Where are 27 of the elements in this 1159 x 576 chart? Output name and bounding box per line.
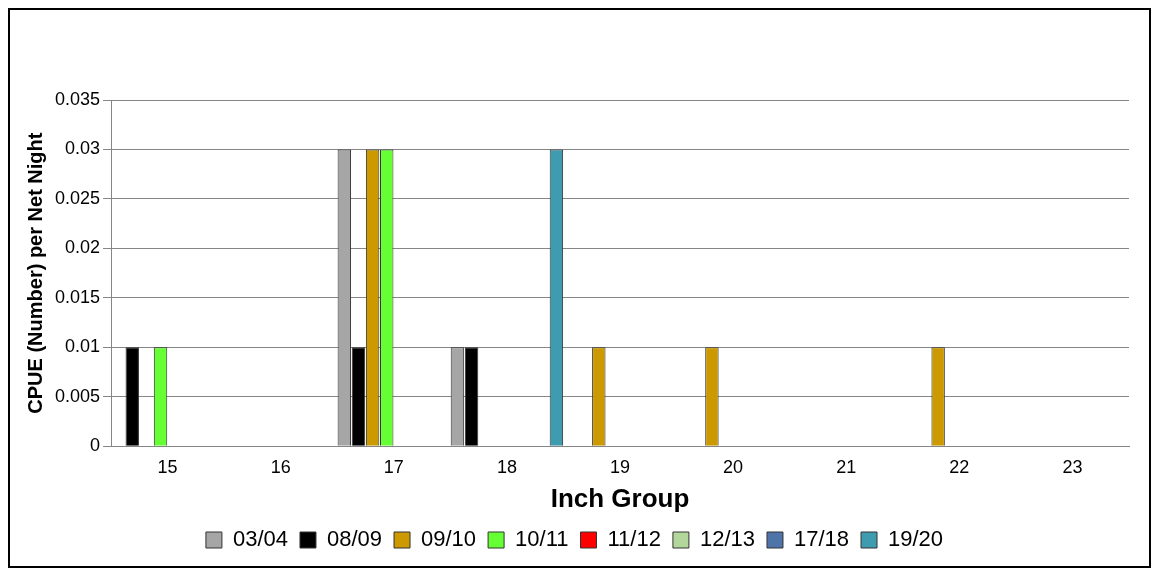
x-axis-title: Inch Group [550, 482, 690, 513]
y-tick-label: 0 [90, 435, 101, 456]
y-tick-label: 0.02 [65, 237, 101, 258]
x-tick-label: 17 [383, 456, 404, 477]
legend-label: 08/09 [326, 526, 383, 552]
y-tick-label: 0.035 [55, 88, 101, 109]
y-tick-label: 0.01 [65, 336, 101, 357]
x-tick-label: 22 [949, 456, 970, 477]
y-axis-title: CPUE (Number) per Net Night [23, 132, 46, 414]
legend-label: 17/18 [793, 526, 850, 552]
legend-label: 10/11 [515, 526, 569, 552]
legend-label: 19/20 [888, 526, 944, 552]
x-tick-label: 20 [723, 456, 744, 477]
x-tick-label: 19 [610, 456, 631, 477]
y-tick-label: 0.025 [55, 187, 101, 208]
x-tick-label: 16 [270, 456, 291, 477]
legend-label: 03/04 [232, 526, 288, 552]
y-tick-label: 0.005 [55, 385, 101, 406]
x-tick-label: 15 [157, 456, 178, 477]
legend-label: 12/13 [699, 526, 755, 552]
y-tick-label: 0.03 [65, 138, 101, 159]
x-tick-label: 23 [1062, 456, 1083, 477]
legend-label: 09/10 [421, 526, 477, 552]
x-tick-label: 21 [836, 456, 857, 477]
x-tick-label: 18 [496, 456, 517, 477]
y-tick-label: 0.015 [55, 286, 101, 307]
legend-label: 11/12 [607, 526, 661, 552]
